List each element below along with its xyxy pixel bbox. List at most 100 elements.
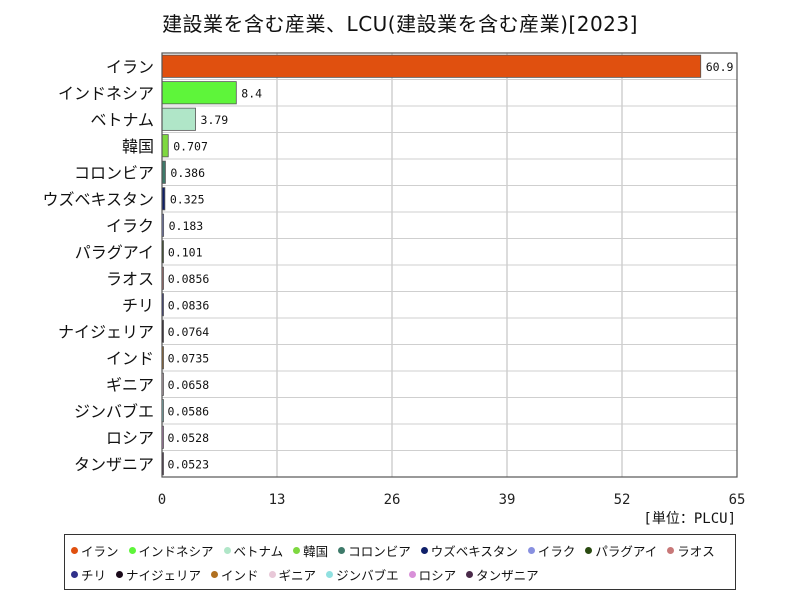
bar: [161, 134, 169, 158]
legend-item: ベトナム: [223, 539, 284, 561]
legend-marker-icon: [466, 570, 474, 578]
value-label-bg: [170, 137, 212, 154]
category-label: インド: [106, 349, 154, 368]
category-label: イラン: [106, 57, 154, 76]
value-label-bg: [164, 323, 213, 340]
category-label: コロンビア: [74, 163, 154, 182]
x-tick-label: 13: [269, 492, 286, 508]
legend-marker-icon: [128, 546, 136, 554]
legend-label: 韓国: [303, 543, 329, 559]
value-label: 0.0735: [168, 351, 210, 365]
value-label: 0.0586: [168, 404, 210, 418]
value-label: 0.0523: [167, 457, 209, 471]
category-label: タンザニア: [74, 455, 154, 474]
x-tick-label: 39: [499, 492, 516, 508]
legend-marker-icon: [211, 570, 219, 578]
legend-label: ジンバブエ: [336, 567, 399, 583]
legend-item: チリ: [71, 563, 106, 585]
legend-item: イラク: [527, 539, 576, 561]
category-label: 韓国: [122, 137, 154, 156]
legend-marker-icon: [408, 570, 416, 578]
value-label-bg: [166, 190, 208, 207]
category-label: イラク: [106, 216, 154, 235]
bar-chart: 0 13 26 39 52 65 イラン 60.9 インドネシア 8.4 ベトナム 3.79 韓国 0.7…: [42, 52, 746, 508]
value-label: 3.79: [201, 113, 229, 127]
category-label: ナイジェリア: [58, 322, 154, 341]
value-label-bg: [167, 164, 209, 181]
legend-item: パラグアイ: [585, 539, 657, 561]
legend-label: イラン: [81, 543, 119, 559]
legend-label: ロシア: [418, 567, 457, 583]
legend-item: 韓国: [293, 539, 328, 561]
chart-legend: イラン インドネシア ベトナム 韓国 コロンビア ウズベキスタン イラク パラグアイ ラオスチリ…: [64, 534, 736, 590]
x-tick-label: 26: [384, 492, 401, 508]
value-label: 0.386: [170, 166, 205, 180]
value-label-bg: [164, 455, 213, 472]
value-label: 0.0856: [168, 272, 210, 286]
value-label-bg: [165, 217, 207, 234]
legend-marker-icon: [420, 546, 428, 554]
x-tick-label: 52: [614, 492, 631, 508]
legend-marker-icon: [268, 570, 276, 578]
value-label-bg: [164, 270, 213, 287]
legend-marker-icon: [223, 546, 231, 554]
legend-label: ギニア: [278, 567, 317, 583]
category-label: ラオス: [106, 269, 154, 288]
legend-label: チリ: [81, 567, 107, 583]
value-label: 0.0764: [168, 325, 210, 339]
category-label: ウズベキスタン: [42, 190, 154, 209]
legend-label: タンザニア: [476, 567, 539, 583]
value-label-bg: [164, 243, 206, 260]
bar: [161, 54, 702, 78]
value-label: 60.9: [706, 60, 734, 74]
value-label-bg: [164, 402, 213, 419]
legend-label: イラク: [537, 543, 576, 559]
legend-label: パラグアイ: [595, 543, 658, 559]
value-label: 0.183: [169, 219, 204, 233]
value-label-bg: [164, 349, 213, 366]
legend-item: コロンビア: [338, 539, 411, 561]
legend-item: インドネシア: [128, 539, 214, 561]
legend-label: ナイジェリア: [126, 567, 202, 583]
legend-item: イラン: [71, 539, 119, 561]
legend-label: インドネシア: [138, 543, 214, 559]
legend-item: ジンバブエ: [326, 563, 399, 585]
legend-marker-icon: [338, 546, 346, 554]
plot-frame: [161, 52, 738, 478]
legend-label: ラオス: [677, 543, 715, 559]
legend-marker-icon: [667, 546, 675, 554]
value-label-bg: [197, 111, 232, 128]
unit-label: [単位：PLCU]: [643, 511, 736, 527]
legend-marker-icon: [585, 546, 593, 554]
value-label-bg: [164, 296, 213, 313]
value-label: 0.325: [170, 192, 205, 206]
legend-item: ロシア: [408, 563, 457, 585]
value-label-bg: [702, 58, 737, 75]
legend-marker-icon: [71, 570, 78, 578]
value-label: 0.0658: [168, 378, 210, 392]
x-tick-label: 65: [729, 492, 746, 508]
legend-marker-icon: [71, 546, 78, 554]
value-label-bg: [164, 376, 213, 393]
category-label: ジンバブエ: [74, 402, 154, 421]
chart-title: 建設業を含む産業、LCU(建設業を含む産業)[2023]: [162, 12, 638, 36]
value-label: 0.101: [168, 245, 203, 259]
value-label: 8.4: [241, 86, 262, 100]
legend-item: タンザニア: [466, 563, 539, 585]
value-label-bg: [164, 429, 213, 446]
legend-item: ラオス: [667, 539, 715, 561]
legend-marker-icon: [527, 546, 535, 554]
legend-item: ウズベキスタン: [420, 539, 518, 561]
category-label: ギニア: [106, 375, 154, 394]
category-label: インドネシア: [58, 84, 154, 103]
bar: [161, 81, 237, 105]
legend-marker-icon: [293, 546, 301, 554]
value-label-bg: [238, 84, 266, 101]
category-label: ロシア: [106, 428, 154, 447]
legend-marker-icon: [326, 570, 334, 578]
category-label: チリ: [122, 296, 154, 315]
legend-label: インド: [221, 567, 259, 583]
category-label: ベトナム: [90, 110, 154, 129]
legend-label: ベトナム: [233, 543, 284, 559]
value-label: 0.0528: [167, 431, 209, 445]
